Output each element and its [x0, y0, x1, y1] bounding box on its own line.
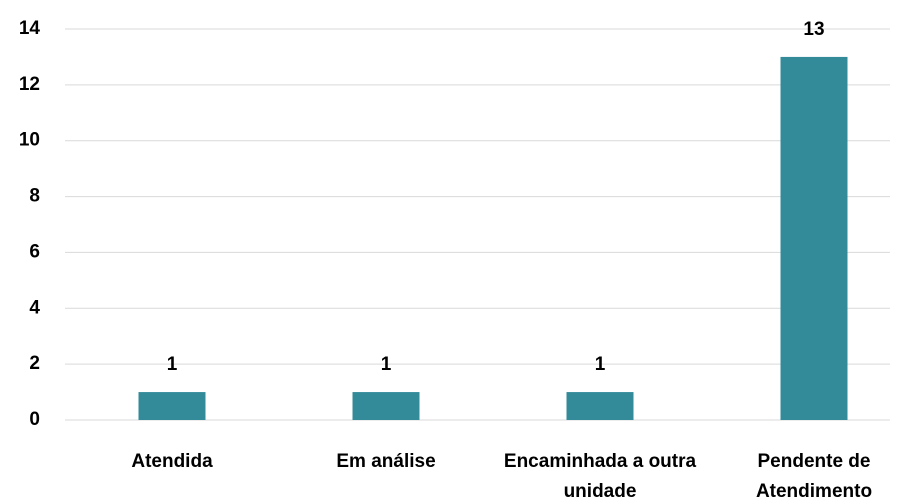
bar	[138, 392, 206, 420]
x-tick-label: Encaminhada a outra unidade	[503, 451, 697, 502]
bar	[780, 56, 848, 421]
y-tick-label: 6	[29, 241, 40, 262]
x-tick-label: Atendida	[131, 451, 213, 472]
y-tick-label: 2	[29, 353, 40, 374]
y-tick-label: 14	[19, 18, 41, 39]
x-tick-label-box: Pendente de Atendimento	[755, 451, 873, 502]
data-label: 13	[803, 19, 824, 40]
y-tick-label: 10	[19, 130, 40, 151]
y-tick-label: 12	[19, 74, 40, 95]
x-tick-label-box: Atendida	[131, 451, 213, 472]
y-tick-label: 0	[29, 409, 40, 430]
y-tick-label: 8	[29, 186, 40, 207]
bar	[352, 392, 420, 420]
x-tick-label: Em análise	[336, 451, 436, 472]
data-label: 1	[167, 354, 178, 375]
x-tick-label: Pendente de Atendimento	[755, 451, 873, 502]
x-tick-label-box: Encaminhada a outra unidade	[503, 451, 697, 502]
y-tick-label: 4	[29, 297, 40, 318]
data-label: 1	[381, 354, 392, 375]
bar	[566, 392, 634, 420]
x-tick-label-box: Em análise	[336, 451, 436, 472]
data-label: 1	[595, 354, 606, 375]
